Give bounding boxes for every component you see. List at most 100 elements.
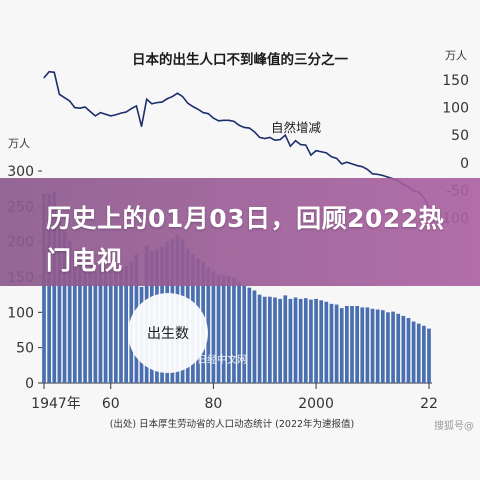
line-point-1950 bbox=[58, 93, 61, 95]
bar-1950 bbox=[57, 217, 62, 383]
bar-1990 bbox=[262, 296, 267, 383]
right-tick-label-100: 100 bbox=[442, 101, 469, 117]
line-point-1962 bbox=[120, 112, 122, 114]
line-point-1996 bbox=[294, 140, 297, 142]
x-tick-label-1960: 60 bbox=[102, 396, 120, 412]
bar-1986 bbox=[242, 285, 247, 383]
line-point-1994 bbox=[284, 134, 286, 136]
line-point-1992 bbox=[274, 139, 276, 141]
bar-1991 bbox=[268, 296, 272, 383]
bar-2014 bbox=[386, 312, 390, 383]
bar-2015 bbox=[391, 311, 395, 383]
line-point-1961 bbox=[115, 114, 117, 116]
bar-2008 bbox=[355, 305, 359, 383]
bar-1963 bbox=[124, 265, 128, 383]
left-tick-label-100: 100 bbox=[7, 305, 34, 321]
line-point-2004 bbox=[336, 157, 338, 159]
line-point-1964 bbox=[130, 108, 132, 110]
line-point-1974 bbox=[182, 95, 184, 98]
bar-2022 bbox=[427, 328, 431, 383]
bar-1953 bbox=[72, 250, 77, 383]
center-watermark: 日经中文网 bbox=[197, 353, 247, 366]
line-point-1990 bbox=[264, 137, 266, 140]
bar-1982 bbox=[221, 275, 226, 383]
x-tick-label-2000: 2000 bbox=[298, 396, 334, 412]
bar-1954 bbox=[78, 257, 82, 383]
line-point-1955 bbox=[84, 106, 86, 108]
line-point-1977 bbox=[197, 108, 199, 110]
bar-1985 bbox=[237, 281, 241, 383]
line-point-1952 bbox=[69, 100, 71, 102]
x-tick-label-1947: 1947年 bbox=[31, 396, 81, 412]
chart-title: 日本的出生人口不到峰值的三分之一 bbox=[132, 51, 348, 68]
right-tick-label-150: 150 bbox=[442, 73, 469, 89]
line-series-label: 自然增减 bbox=[271, 120, 322, 135]
bar-2009 bbox=[360, 307, 365, 383]
bar-2001 bbox=[319, 300, 324, 383]
line-point-1984 bbox=[233, 120, 235, 122]
line-point-1993 bbox=[279, 139, 281, 141]
line-point-2009 bbox=[361, 166, 363, 168]
line-point-1989 bbox=[259, 136, 261, 139]
line-point-1985 bbox=[238, 124, 240, 126]
line-point-2011 bbox=[371, 173, 374, 175]
line-point-1972 bbox=[171, 95, 173, 98]
bar-2006 bbox=[345, 305, 349, 383]
right-tick-label-0: 0 bbox=[460, 156, 469, 172]
bar-1951 bbox=[62, 231, 67, 383]
line-point-1954 bbox=[79, 107, 81, 109]
bar-2021 bbox=[422, 325, 426, 383]
source-note: (出处) 日本厚生劳动省的人口动态统计 (2022年为速报值) bbox=[110, 418, 355, 430]
left-tick-label-50: 50 bbox=[16, 341, 34, 357]
bar-1960 bbox=[108, 269, 113, 383]
line-point-1978 bbox=[202, 111, 204, 114]
bar-1949 bbox=[52, 192, 57, 383]
x-axis-ticks: 1947年 60 80 2000 22 bbox=[31, 383, 438, 412]
line-point-1966 bbox=[140, 125, 143, 127]
bar-1992 bbox=[273, 297, 277, 383]
bar-1997 bbox=[298, 298, 303, 383]
bar-1962 bbox=[119, 268, 123, 383]
line-point-1969 bbox=[156, 102, 158, 104]
line-point-1958 bbox=[99, 111, 102, 114]
bar-1952 bbox=[67, 240, 72, 383]
line-point-1960 bbox=[110, 115, 112, 117]
line-point-1991 bbox=[269, 136, 271, 139]
line-point-2014 bbox=[387, 176, 389, 178]
bar-1955 bbox=[83, 260, 87, 383]
bar-2018 bbox=[406, 317, 411, 383]
headline-banner bbox=[0, 178, 480, 286]
bar-1959 bbox=[103, 267, 108, 383]
line-point-2001 bbox=[320, 151, 322, 153]
bar-2013 bbox=[380, 310, 385, 383]
bar-1999 bbox=[309, 299, 313, 383]
line-point-1988 bbox=[253, 131, 256, 133]
x-tick-label-1980: 80 bbox=[204, 396, 222, 412]
bar-2016 bbox=[396, 313, 401, 383]
line-point-1965 bbox=[135, 105, 137, 107]
line-point-1986 bbox=[243, 126, 245, 129]
line-point-1959 bbox=[105, 113, 107, 115]
bar-2000 bbox=[314, 298, 318, 383]
line-series-natural-change bbox=[43, 70, 430, 208]
left-tick-label-0: 0 bbox=[25, 376, 34, 392]
x-tick-label-2022: 22 bbox=[420, 396, 438, 412]
bar-1984 bbox=[232, 277, 236, 383]
line-point-2007 bbox=[351, 163, 353, 165]
bar-1994 bbox=[283, 295, 288, 383]
line-point-1987 bbox=[248, 127, 250, 129]
line-point-1973 bbox=[176, 92, 179, 94]
right-tick-label-50: 50 bbox=[451, 128, 469, 144]
bar-series-label: 出生数 bbox=[147, 326, 189, 342]
bar-label-circle bbox=[128, 293, 208, 373]
bar-2010 bbox=[365, 307, 370, 383]
line-point-1947 bbox=[43, 77, 45, 79]
bar-1981 bbox=[216, 274, 221, 383]
left-axis-unit: 万人 bbox=[8, 137, 30, 150]
line-point-1998 bbox=[305, 144, 307, 146]
line-point-1957 bbox=[94, 115, 96, 117]
line-point-1948 bbox=[48, 71, 50, 73]
bar-1961 bbox=[114, 270, 118, 383]
line-point-1949 bbox=[53, 71, 55, 73]
line-point-2010 bbox=[366, 168, 368, 171]
